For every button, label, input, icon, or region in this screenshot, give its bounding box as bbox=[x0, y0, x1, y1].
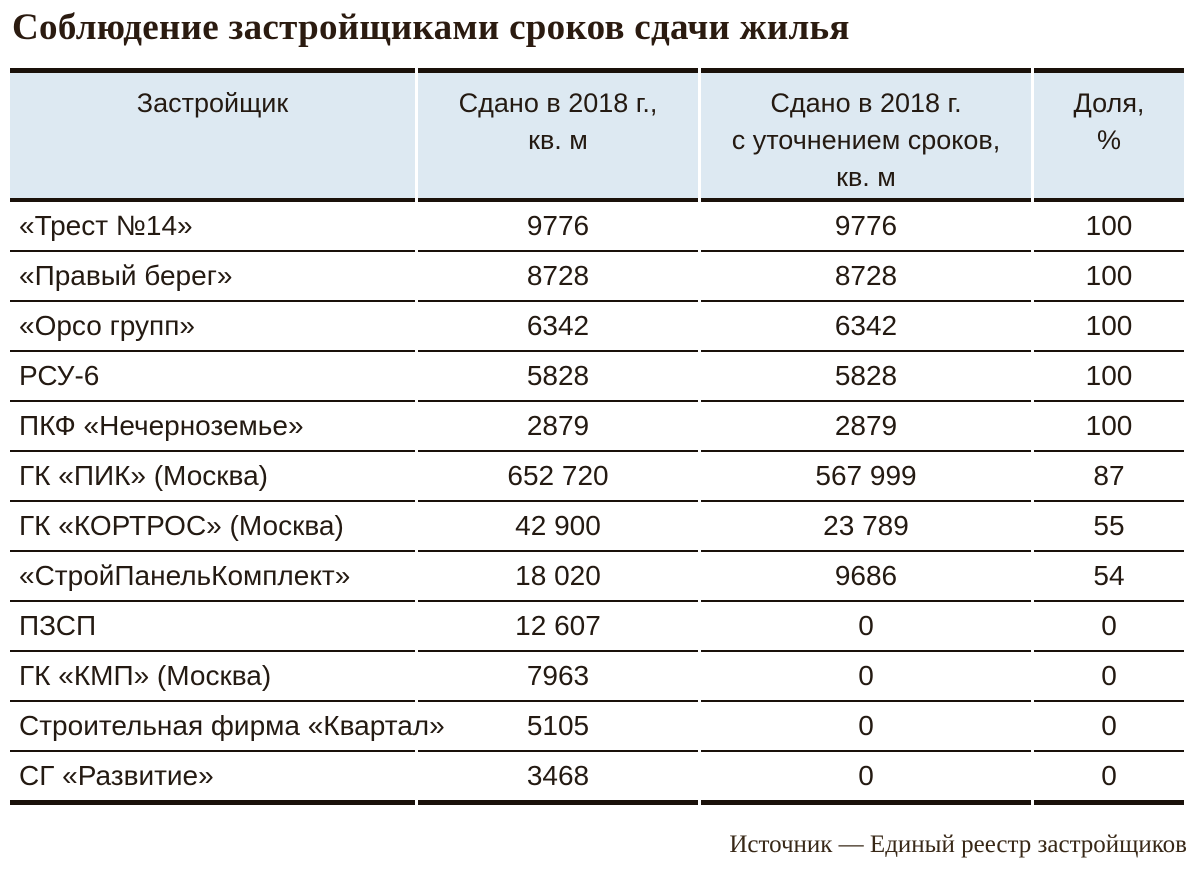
cell-developer: ПЗСП bbox=[10, 602, 415, 652]
table-row: РСУ-6 5828 5828 100 bbox=[10, 352, 1184, 402]
cell-share: 0 bbox=[1034, 752, 1184, 805]
cell-developer: СГ «Развитие» bbox=[10, 752, 415, 805]
cell-delivered-2018: 18 020 bbox=[418, 552, 698, 602]
cell-delivered-2018: 8728 bbox=[418, 252, 698, 302]
cell-developer: РСУ-6 bbox=[10, 352, 415, 402]
cell-delivered-clarified: 567 999 bbox=[701, 452, 1031, 502]
cell-delivered-clarified: 2879 bbox=[701, 402, 1031, 452]
cell-delivered-clarified: 0 bbox=[701, 602, 1031, 652]
cell-developer: «Трест №14» bbox=[10, 202, 415, 252]
column-header-developer: Застройщик bbox=[10, 68, 415, 202]
cell-delivered-2018: 9776 bbox=[418, 202, 698, 252]
header-label: Сдано в 2018 г. bbox=[770, 88, 962, 118]
table-row: Строительная фирма «Квартал» 5105 0 0 bbox=[10, 702, 1184, 752]
cell-delivered-2018: 3468 bbox=[418, 752, 698, 805]
cell-delivered-2018: 5105 bbox=[418, 702, 698, 752]
cell-delivered-2018: 7963 bbox=[418, 652, 698, 702]
cell-delivered-clarified: 23 789 bbox=[701, 502, 1031, 552]
table-row: СГ «Развитие» 3468 0 0 bbox=[10, 752, 1184, 805]
column-header-share: Доля, % bbox=[1034, 68, 1184, 202]
table-row: «Трест №14» 9776 9776 100 bbox=[10, 202, 1184, 252]
cell-developer: Строительная фирма «Квартал» bbox=[10, 702, 445, 752]
cell-delivered-clarified: 0 bbox=[701, 702, 1031, 752]
cell-share: 0 bbox=[1034, 602, 1184, 652]
infographic-page: Соблюдение застройщиками сроков сдачи жи… bbox=[0, 6, 1200, 872]
header-row: Застройщик Сдано в 2018 г., кв. м Сдано … bbox=[10, 68, 1184, 202]
cell-share: 0 bbox=[1034, 702, 1184, 752]
page-title: Соблюдение застройщиками сроков сдачи жи… bbox=[12, 7, 850, 48]
cell-developer: «Правый берег» bbox=[10, 252, 415, 302]
cell-developer: ГК «КОРТРОС» (Москва) bbox=[10, 502, 415, 552]
cell-share: 54 bbox=[1034, 552, 1184, 602]
table-row: «Орсо групп» 6342 6342 100 bbox=[10, 302, 1184, 352]
table-row: «Правый берег» 8728 8728 100 bbox=[10, 252, 1184, 302]
cell-delivered-clarified: 6342 bbox=[701, 302, 1031, 352]
table-row: ПКФ «Нечерноземье» 2879 2879 100 bbox=[10, 402, 1184, 452]
cell-share: 100 bbox=[1034, 402, 1184, 452]
header-label: с уточнением сроков, bbox=[731, 125, 1001, 155]
column-header-delivered-2018: Сдано в 2018 г., кв. м bbox=[418, 68, 698, 202]
cell-delivered-clarified: 9686 bbox=[701, 552, 1031, 602]
developers-table: Застройщик Сдано в 2018 г., кв. м Сдано … bbox=[7, 68, 1187, 805]
cell-share: 100 bbox=[1034, 252, 1184, 302]
header-label: % bbox=[1096, 125, 1121, 155]
table-row: ПЗСП 12 607 0 0 bbox=[10, 602, 1184, 652]
cell-share: 55 bbox=[1034, 502, 1184, 552]
table-row: «СтройПанельКомплект» 18 020 9686 54 bbox=[10, 552, 1184, 602]
header-label: Сдано в 2018 г., bbox=[458, 88, 658, 118]
cell-share: 87 bbox=[1034, 452, 1184, 502]
cell-share: 100 bbox=[1034, 352, 1184, 402]
cell-share: 100 bbox=[1034, 202, 1184, 252]
cell-delivered-2018: 42 900 bbox=[418, 502, 698, 552]
cell-share: 100 bbox=[1034, 302, 1184, 352]
cell-developer: ГК «ПИК» (Москва) bbox=[10, 452, 415, 502]
table-row: ГК «КОРТРОС» (Москва) 42 900 23 789 55 bbox=[10, 502, 1184, 552]
cell-delivered-2018: 12 607 bbox=[418, 602, 698, 652]
cell-delivered-2018: 652 720 bbox=[418, 452, 698, 502]
header-label: Застройщик bbox=[136, 88, 289, 118]
cell-developer: ГК «КМП» (Москва) bbox=[10, 652, 415, 702]
cell-developer: «СтройПанельКомплект» bbox=[10, 552, 415, 602]
header-label: Доля, bbox=[1073, 88, 1145, 118]
header-label: кв. м bbox=[836, 162, 896, 192]
cell-developer: ПКФ «Нечерноземье» bbox=[10, 402, 415, 452]
cell-delivered-2018: 6342 bbox=[418, 302, 698, 352]
header-label: кв. м bbox=[528, 125, 588, 155]
cell-delivered-2018: 2879 bbox=[418, 402, 698, 452]
cell-delivered-clarified: 8728 bbox=[701, 252, 1031, 302]
cell-delivered-2018: 5828 bbox=[418, 352, 698, 402]
cell-delivered-clarified: 0 bbox=[701, 652, 1031, 702]
table-row: ГК «КМП» (Москва) 7963 0 0 bbox=[10, 652, 1184, 702]
table-row: ГК «ПИК» (Москва) 652 720 567 999 87 bbox=[10, 452, 1184, 502]
source-note: Источник — Единый реестр застройщиков bbox=[729, 831, 1187, 858]
cell-share: 0 bbox=[1034, 652, 1184, 702]
column-header-delivered-clarified: Сдано в 2018 г. с уточнением сроков, кв.… bbox=[701, 68, 1031, 202]
cell-delivered-clarified: 5828 bbox=[701, 352, 1031, 402]
cell-developer: «Орсо групп» bbox=[10, 302, 415, 352]
cell-delivered-clarified: 9776 bbox=[701, 202, 1031, 252]
cell-delivered-clarified: 0 bbox=[701, 752, 1031, 805]
